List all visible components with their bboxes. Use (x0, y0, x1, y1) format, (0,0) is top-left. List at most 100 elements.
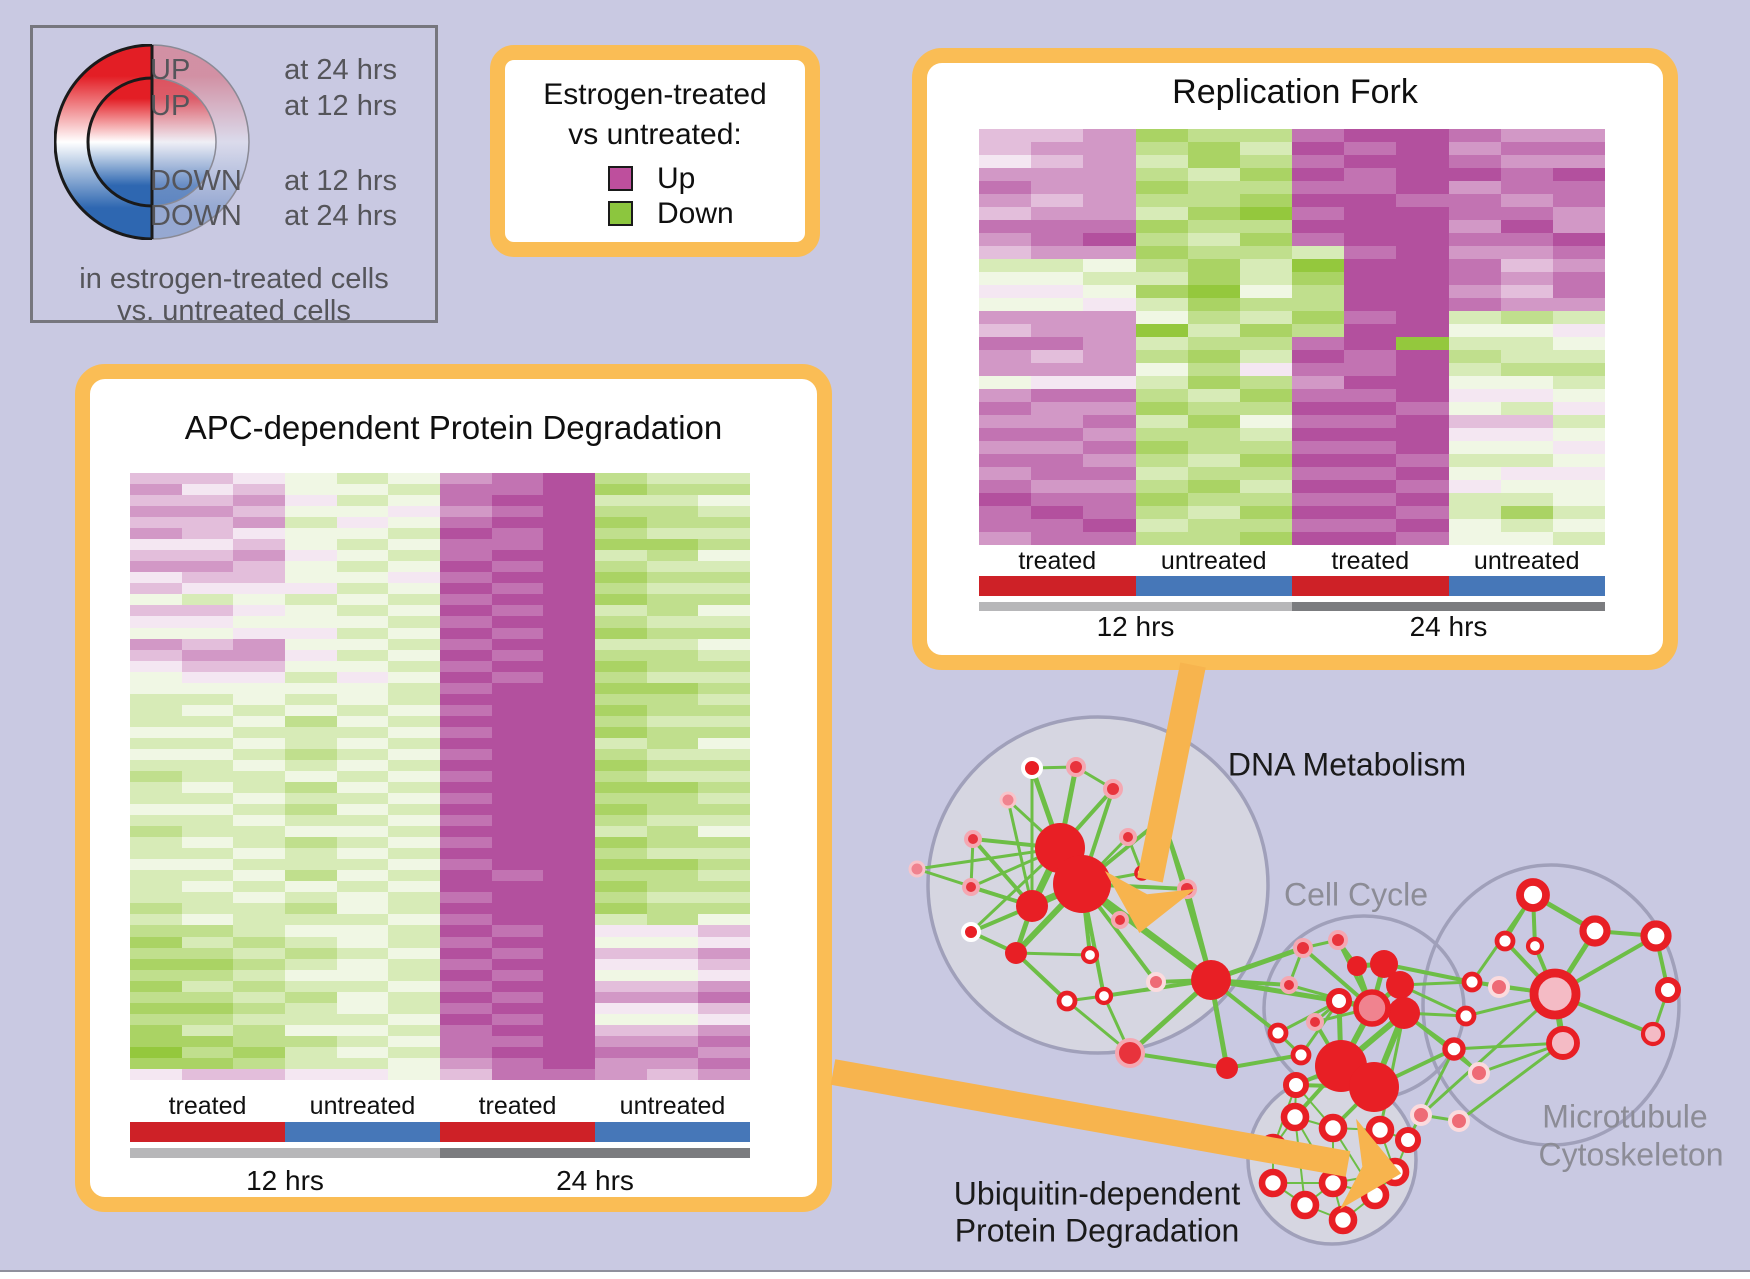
heatmap-cell (1239, 207, 1292, 220)
heatmap-cell (491, 517, 544, 529)
heatmap-cell (646, 748, 699, 760)
heatmap-cell (388, 914, 440, 926)
heatmap-cell (440, 572, 492, 584)
heatmap-cell (1031, 389, 1084, 402)
gene-node-solid (1191, 960, 1231, 1000)
heatmap-cell (1396, 493, 1449, 506)
heatmap-cell (1187, 428, 1240, 441)
heatmap-cell (1448, 454, 1501, 467)
heatmap-cell (491, 495, 544, 507)
heatmap-cell (336, 704, 389, 716)
heatmap-cell (1396, 441, 1449, 454)
heatmap-cell (595, 892, 647, 904)
gene-node-halo-pink (1293, 938, 1313, 958)
heatmap-cell (1344, 467, 1397, 480)
heatmap-cell (233, 539, 285, 551)
heatmap-cell (979, 194, 1032, 207)
arrow-shaft-2 (830, 1059, 1351, 1177)
heatmap-cell (440, 859, 492, 871)
heatmap-cell (1292, 194, 1345, 207)
heatmap-cell (595, 693, 647, 705)
heatmap-cell (388, 958, 440, 970)
heatmap-cell (698, 605, 750, 617)
heatmap-cell (1396, 402, 1449, 415)
heatmap-cell (698, 506, 750, 518)
heatmap-cell (388, 616, 440, 628)
heatmap-cell (595, 539, 647, 551)
heatmap-cell (181, 1024, 234, 1036)
heatmap-cell (979, 337, 1032, 350)
heatmap-cell (1187, 194, 1240, 207)
heatmap-cell (595, 980, 647, 992)
heatmap-cell (336, 605, 389, 617)
heatmap-cell (1083, 207, 1136, 220)
heatmap-cell (491, 594, 544, 606)
heatmap-cell (698, 980, 750, 992)
apc-heatmap (130, 473, 750, 1080)
heatmap-cell (646, 484, 699, 496)
heatmap-cell (543, 473, 595, 485)
heatmap-cell (1083, 415, 1136, 428)
heatmap-cell (1448, 389, 1501, 402)
heatmap-cell (130, 737, 182, 749)
heatmap-cell (698, 1057, 750, 1069)
heatmap-cell (233, 660, 285, 672)
heatmap-cell (388, 980, 440, 992)
heatmap-cell (388, 484, 440, 496)
heatmap-cell (1396, 467, 1449, 480)
heatmap-cell (181, 793, 234, 805)
heatmap-cell (1396, 194, 1449, 207)
cluster-label: DNA Metabolism (1227, 746, 1467, 783)
heatmap-cell (543, 892, 595, 904)
heatmap-cell (388, 1002, 440, 1014)
heatmap-cell (1083, 389, 1136, 402)
gene-node-ring (1280, 1102, 1310, 1132)
heatmap-cell (440, 605, 492, 617)
heatmap-cell (388, 1035, 440, 1047)
gene-node-halo-white (1021, 757, 1043, 779)
heatmap-cell (543, 770, 595, 783)
heatmap-cell (979, 389, 1032, 402)
heatmap-cell (440, 870, 492, 882)
heatmap-cell (440, 682, 492, 694)
heatmap-cell (491, 561, 544, 573)
heatmap-cell (1500, 532, 1553, 545)
heatmap-cell (979, 493, 1032, 506)
time-label-24hrs: 24 hrs (556, 1165, 634, 1196)
heatmap-cell (698, 561, 750, 573)
heatmap-cell (1344, 532, 1397, 545)
time-label: at 12 hrs (284, 165, 397, 197)
heatmap-cell (388, 638, 440, 650)
heatmap-cell (1448, 467, 1501, 480)
heatmap-cell (595, 969, 647, 981)
heatmap-cell (595, 1024, 647, 1036)
heatmap-cell (130, 914, 182, 926)
heatmap-cell (595, 870, 647, 882)
heatmap-cell (1083, 168, 1136, 181)
heatmap-cell (491, 958, 544, 970)
heatmap-cell (440, 649, 492, 661)
heatmap-cell (1552, 493, 1605, 506)
heatmap-cell (646, 572, 699, 584)
heatmap-cell (1500, 194, 1553, 207)
heatmap-cell (1135, 142, 1188, 155)
heatmap-cell (698, 715, 750, 727)
heatmap-cell (646, 793, 699, 805)
heatmap-cell (1135, 454, 1188, 467)
heatmap-cell (388, 682, 440, 694)
heatmap-cell (698, 638, 750, 650)
heatmap-cell (440, 837, 492, 849)
estrogen-color-legend-box: Estrogen-treated vs untreated: Up Down (490, 45, 820, 257)
heatmap-cell (336, 1068, 389, 1080)
heatmap-cell (336, 495, 389, 507)
heatmap-cell (233, 859, 285, 871)
heatmap-cell (181, 1035, 234, 1047)
heatmap-cell (336, 782, 389, 794)
heatmap-cell (698, 572, 750, 584)
heatmap-cell (1396, 155, 1449, 168)
heatmap-cell (336, 1046, 389, 1058)
heatmap-cell (595, 1046, 647, 1058)
cluster-label: Ubiquitin-dependent (953, 1175, 1241, 1212)
heatmap-cell (388, 826, 440, 838)
heatmap-cell (1500, 285, 1553, 298)
